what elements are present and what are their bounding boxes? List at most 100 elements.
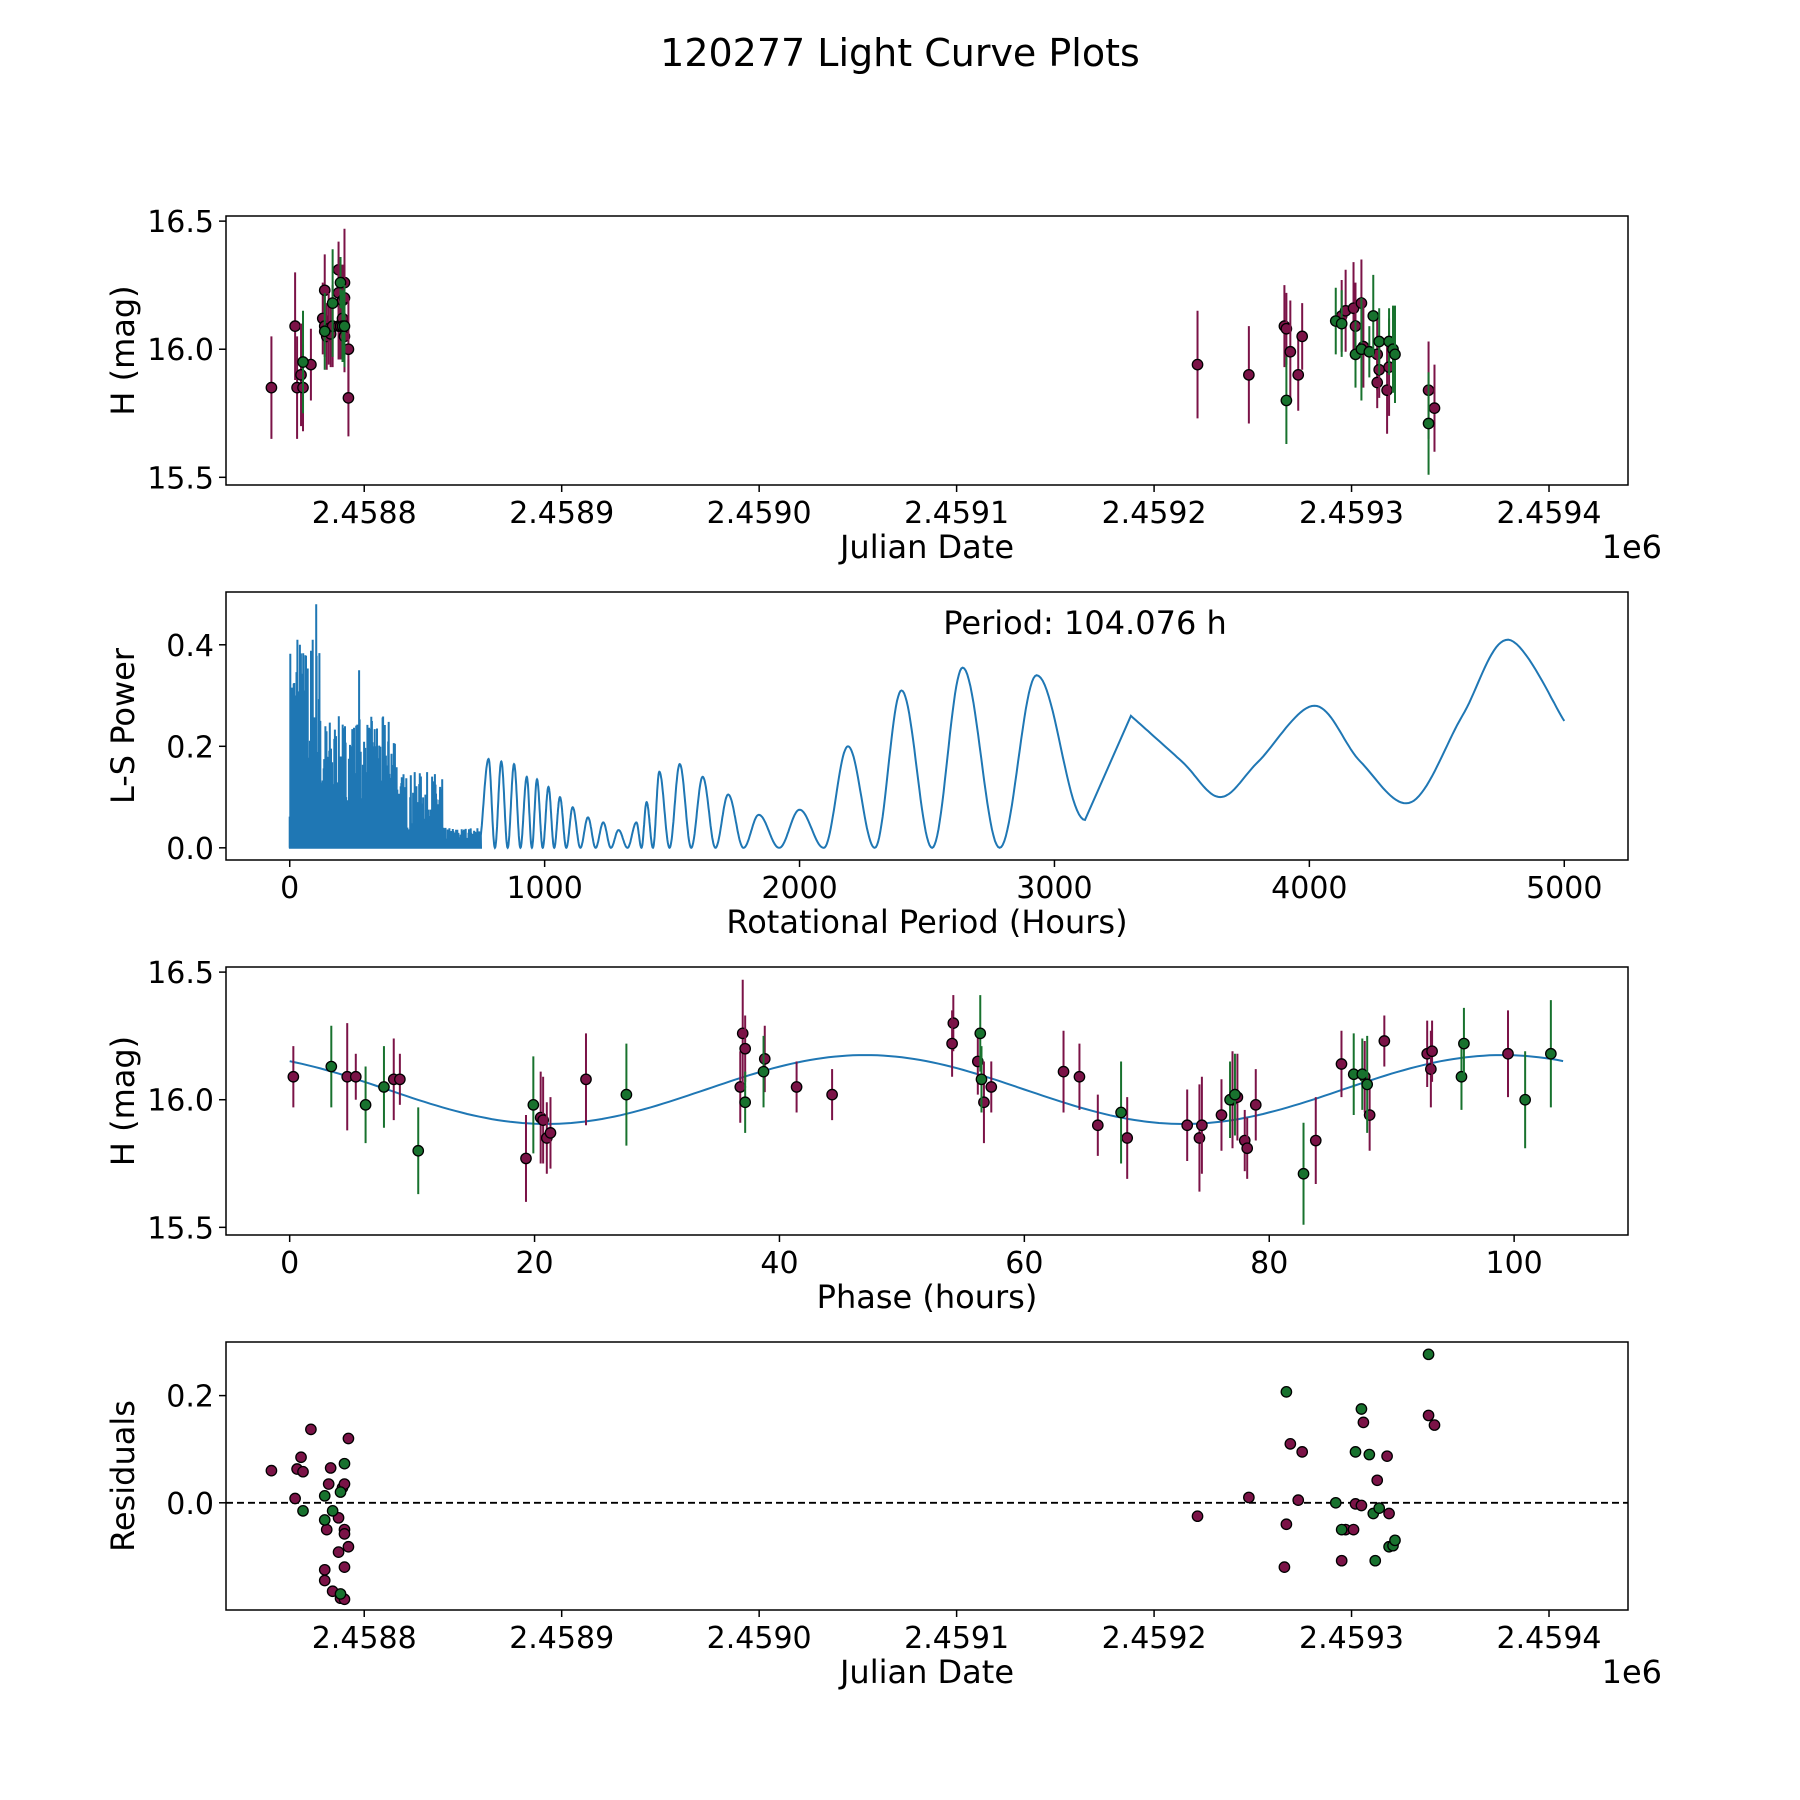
model-fit-line (289, 1054, 1564, 1126)
red-point (342, 392, 355, 404)
green-point (325, 1060, 338, 1073)
red-point (1371, 376, 1384, 389)
red-point (1284, 345, 1297, 358)
y-tick-label: 0.2 (166, 1380, 214, 1415)
red-point (289, 320, 301, 333)
green-point (527, 1098, 540, 1111)
x-tick-label: 2.4594 (1497, 496, 1602, 531)
green-point (1373, 1502, 1386, 1515)
red-point (520, 1152, 532, 1165)
x-axis-label: Phase (hours) (817, 1278, 1038, 1316)
red-point (1335, 1554, 1348, 1567)
red-point (1347, 1523, 1360, 1536)
y-tick-label: 0.4 (166, 629, 214, 664)
x-tick-label: 80 (1250, 1246, 1288, 1281)
green-point (1373, 335, 1386, 348)
green-point (975, 1073, 988, 1086)
x-axis-label: Julian Date (838, 1653, 1014, 1691)
red-point (758, 1053, 771, 1065)
red-point (978, 1096, 990, 1109)
green-point (318, 1489, 331, 1502)
x-tick-label: 60 (1005, 1246, 1043, 1281)
red-point (1091, 1119, 1104, 1132)
period-annotation: Period: 104.076 h (943, 604, 1227, 642)
red-point (1191, 358, 1204, 371)
green-point (1367, 310, 1380, 322)
y-tick-label: 16.5 (147, 205, 214, 240)
red-point (1284, 1437, 1297, 1450)
red-point (1422, 1409, 1435, 1422)
red-point (736, 1027, 749, 1040)
y-tick-label: 0.0 (166, 1487, 214, 1522)
green-point (1356, 1068, 1369, 1081)
green-point (334, 276, 347, 289)
red-point (1502, 1047, 1514, 1060)
red-point (349, 1070, 362, 1083)
red-point (297, 1465, 309, 1478)
red-point (580, 1073, 592, 1086)
green-point (974, 1027, 987, 1040)
x-offset-label: 1e6 (1602, 528, 1662, 566)
red-point (544, 1127, 557, 1139)
red-point (1121, 1132, 1134, 1144)
axes-frame (225, 966, 1629, 1236)
plot-area (288, 604, 1566, 850)
y-tick-label: 16.5 (147, 956, 214, 991)
red-point (1381, 1450, 1393, 1463)
red-point (305, 1423, 317, 1436)
green-point (359, 1098, 372, 1111)
residuals-panel: 2.4588 2.4589 2.4590 2.4591 2.4592 2.4593 2.45… (104, 1341, 1662, 1691)
red-point (985, 1081, 998, 1093)
figure-title: 120277 Light Curve Plots (660, 31, 1140, 75)
red-point (338, 1528, 351, 1540)
x-tick-label: 1000 (506, 871, 582, 906)
red-point (537, 1114, 549, 1126)
green-point (1455, 1070, 1468, 1083)
x-tick-label: 0 (280, 871, 299, 906)
x-offset-label: 1e6 (1602, 1653, 1662, 1691)
green-point (334, 1588, 347, 1600)
green-point (1363, 345, 1376, 358)
x-tick-label: 2.4591 (904, 496, 1009, 531)
y-tick-label: 15.5 (147, 461, 214, 496)
red-point (1363, 1109, 1376, 1121)
red-point (1073, 1070, 1086, 1083)
x-tick-label: 2.4592 (1102, 496, 1207, 531)
x-tick-label: 4000 (1271, 871, 1347, 906)
green-point (1363, 1448, 1376, 1461)
green-point (1329, 1496, 1342, 1509)
x-axis-label: Julian Date (838, 528, 1014, 566)
green-point (1458, 1037, 1470, 1050)
x-tick-label: 5000 (1526, 871, 1602, 906)
red-point (289, 1492, 301, 1505)
green-point (1422, 1348, 1435, 1361)
red-point (826, 1088, 838, 1101)
red-point (265, 381, 278, 394)
phased-lightcurve-panel: 0 20 40 60 80 100 15.5 16.0 16.5 Phase (hours) H (… (104, 956, 1629, 1316)
x-tick-label: 2.4588 (312, 496, 417, 531)
red-point (1378, 1035, 1391, 1047)
green-point (318, 325, 331, 338)
y-tick-label: 15.5 (147, 1211, 214, 1246)
red-point (287, 1070, 300, 1083)
red-point (1383, 1507, 1395, 1520)
x-tick-label: 2.4589 (509, 496, 614, 531)
red-point (338, 1561, 351, 1573)
red-point (318, 1563, 331, 1576)
x-tick-label: 2.4594 (1497, 1621, 1602, 1656)
green-point (378, 1081, 390, 1093)
x-tick-label: 0 (280, 1246, 299, 1281)
y-tick-label: 0.0 (166, 832, 214, 867)
green-point (1369, 1554, 1382, 1567)
green-point (338, 320, 351, 333)
y-tick-label: 0.2 (166, 730, 214, 765)
red-point (318, 1574, 331, 1587)
plot-area (226, 1348, 1628, 1606)
red-point (1309, 1134, 1322, 1147)
y-axis-label: Residuals (104, 1400, 142, 1552)
y-axis-label: L-S Power (104, 647, 142, 804)
green-point (334, 1486, 347, 1498)
x-tick-label: 100 (1485, 1246, 1542, 1281)
red-point (1428, 402, 1441, 414)
